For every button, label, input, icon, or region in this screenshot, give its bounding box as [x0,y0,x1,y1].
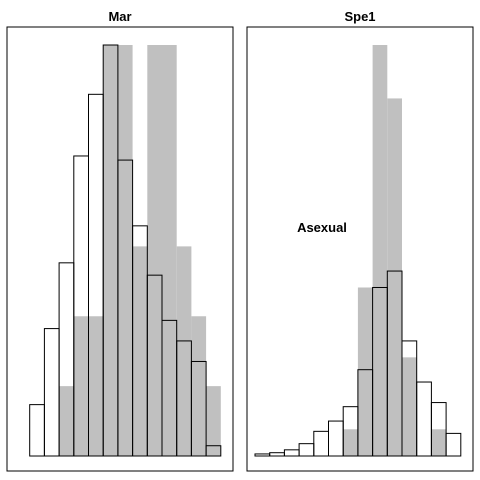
bar-outline-mar-14 [205,445,222,457]
bar-outline-spe1-4 [298,443,315,457]
bars-spe1 [254,45,462,457]
bar-gray-mar-4 [59,386,74,456]
histogram-panel-spe1: Spe1 Asexual [246,9,474,472]
bar-gray-mar-8 [117,45,133,456]
bar-gray-spe1-7 [343,429,358,456]
bar-gray-spe1-13 [431,429,447,456]
bar-gray-spe1-10 [387,98,402,457]
bar-outline-spe1-2 [269,452,285,457]
bar-outline-spe1-12 [416,381,432,457]
bar-gray-spe1-9 [372,45,388,456]
bar-gray-mar-11 [162,45,177,456]
bar-outline-spe1-14 [445,432,462,457]
panel-annotation-spe1: Asexual [297,220,347,235]
bar-outline-spe1-1 [254,453,271,457]
bar-outline-mar-2 [29,404,45,457]
bar-gray-mar-14 [206,386,221,456]
bar-outline-mar-3 [43,328,60,457]
bar-gray-spe1-11 [402,357,417,456]
panel-frame-mar [6,26,234,472]
bar-gray-mar-12 [176,246,192,456]
histogram-panel-mar: Mar [6,9,234,472]
bar-outline-spe1-5 [313,430,329,457]
bar-gray-mar-6 [88,316,104,456]
panel-title-spe1: Spe1 [344,9,375,24]
bars-mar [29,44,222,457]
bar-outline-spe1-13 [430,402,447,457]
bar-gray-mar-10 [147,45,162,456]
bar-outline-spe1-3 [283,449,300,457]
bar-outline-spe1-6 [328,420,344,457]
bar-gray-mar-7 [103,45,118,456]
bar-gray-spe1-8 [357,287,373,456]
bar-outline-mar-13 [190,360,207,457]
bar-gray-mar-5 [73,316,89,456]
bar-gray-mar-13 [191,316,207,456]
panel-title-mar: Mar [108,9,131,24]
panel-frame-spe1 [246,26,474,472]
bar-gray-mar-9 [132,246,148,456]
